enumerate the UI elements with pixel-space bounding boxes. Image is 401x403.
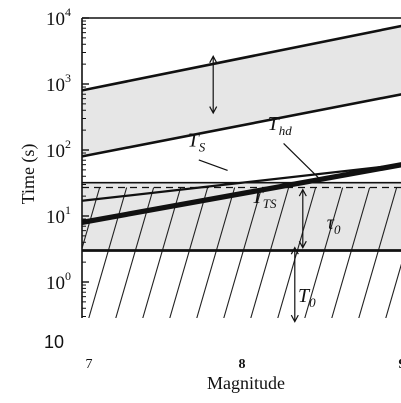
band-ts_band — [82, 26, 401, 157]
leader-thd — [284, 143, 321, 179]
stray-label: 10 — [44, 332, 64, 352]
y-tick-label: 102 — [46, 137, 71, 162]
x-tick-label: 8 — [239, 357, 246, 372]
y-tick-labels: 100 101 102 103 104 — [46, 5, 71, 294]
x-axis-title: Magnitude — [207, 373, 285, 393]
x-tick-labels: 789 — [86, 357, 401, 372]
y-tick-label: 104 — [46, 5, 71, 30]
y-tick-label: 100 — [46, 269, 71, 294]
shaded-bands — [82, 26, 401, 251]
leader-ts — [199, 160, 228, 171]
y-axis-title: Time (s) — [18, 144, 39, 205]
y-tick-label: 101 — [46, 203, 71, 228]
x-tick-label: 7 — [86, 357, 93, 372]
y-tick-label: 103 — [46, 71, 71, 96]
